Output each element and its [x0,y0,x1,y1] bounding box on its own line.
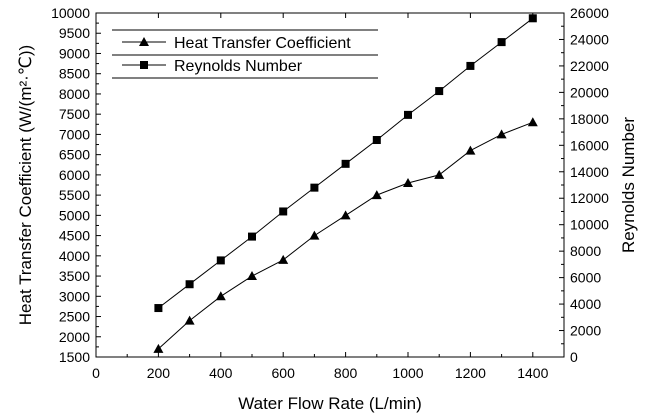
data-point-reynolds [497,38,506,47]
x-axis: 0 200 400 600 800 1000 1200 1400 [92,13,549,381]
left-y-tick-label: 8500 [59,66,90,82]
data-point-reynolds [435,87,444,96]
right-y-tick-label: 14000 [570,164,609,180]
x-tick-label: 1000 [392,365,423,381]
right-y-tick-label: 8000 [570,243,601,259]
x-tick-label: 1400 [517,365,548,381]
data-point-reynolds [154,304,163,313]
data-point-heat-transfer [465,145,476,155]
x-tick-label: 0 [92,365,100,381]
data-point-heat-transfer [527,117,538,127]
legend: Heat Transfer Coefficient Reynolds Numbe… [112,29,378,79]
data-point-heat-transfer [215,291,226,301]
right-y-tick-label: 10000 [570,217,609,233]
left-y-axis-title: Heat Transfer Coefficient (W/(m²·℃)) [16,45,35,325]
legend-triangle-marker [139,37,149,46]
left-y-tick-label: 9000 [59,45,90,61]
left-y-axis: 1500 2000 2500 3000 3500 4000 4500 5000 5500 6000… [51,5,101,365]
left-y-tick-label: 2000 [59,329,90,345]
data-point-heat-transfer [496,129,507,139]
data-point-reynolds [528,14,537,23]
data-point-heat-transfer [434,169,445,179]
series-layer [153,14,538,353]
left-y-tick-label: 6000 [59,167,90,183]
right-y-axis: 0 2000 4000 6000 8000 10000 12000 14000 16000 180… [559,5,609,365]
right-y-tick-label: 18000 [570,111,609,127]
x-tick-label: 200 [147,365,171,381]
data-point-reynolds [248,232,256,241]
data-point-heat-transfer [340,210,351,220]
left-y-tick-label: 5000 [59,207,90,223]
data-point-heat-transfer [403,177,413,187]
left-y-tick-label: 1500 [59,349,90,365]
legend-square-marker [140,61,148,69]
left-y-tick-label: 4000 [59,248,90,264]
left-y-tick-label: 4500 [59,228,90,244]
data-point-reynolds [279,207,288,216]
right-y-tick-label: 6000 [570,270,601,286]
left-y-tick-label: 2500 [59,309,90,325]
data-point-reynolds [372,136,381,145]
x-tick-label: 800 [334,365,358,381]
right-y-tick-label: 24000 [570,31,609,47]
data-point-reynolds [404,110,412,119]
left-y-tick-label: 7500 [59,106,90,122]
right-y-tick-label: 22000 [570,58,609,74]
data-point-heat-transfer [153,343,164,353]
x-tick-label: 1200 [455,365,486,381]
right-y-tick-label: 2000 [570,323,601,339]
data-point-reynolds [341,159,350,168]
left-y-tick-label: 7000 [59,126,90,142]
x-tick-label: 400 [209,365,233,381]
data-point-reynolds [185,280,194,289]
right-y-tick-label: 0 [570,349,578,365]
data-point-heat-transfer [247,271,257,281]
data-point-heat-transfer [371,190,382,200]
right-y-axis-title: Reynolds Number [619,117,638,253]
left-y-tick-label: 8000 [59,86,90,102]
left-y-tick-label: 10000 [51,5,90,21]
x-axis-title: Water Flow Rate (L/min) [238,394,422,413]
data-point-reynolds [310,183,319,192]
data-point-heat-transfer [184,315,195,325]
left-y-tick-label: 3000 [59,288,90,304]
right-y-tick-label: 16000 [570,137,609,153]
data-point-reynolds [216,256,225,265]
right-y-tick-label: 12000 [570,190,609,206]
left-y-tick-label: 9500 [59,25,90,41]
legend-label-heat-transfer: Heat Transfer Coefficient [174,35,351,52]
data-point-heat-transfer [278,254,289,264]
left-y-tick-label: 6500 [59,147,90,163]
left-y-tick-label: 5500 [59,187,90,203]
left-y-tick-label: 3500 [59,268,90,284]
right-y-tick-label: 26000 [570,5,609,21]
x-tick-label: 600 [272,365,296,381]
plot-frame [95,12,565,358]
data-point-heat-transfer [309,230,320,240]
data-point-reynolds [466,61,475,70]
series-line-heat-transfer [158,121,533,350]
legend-label-reynolds: Reynolds Number [174,58,303,75]
right-y-tick-label: 4000 [570,296,601,312]
right-y-tick-label: 20000 [570,84,609,100]
